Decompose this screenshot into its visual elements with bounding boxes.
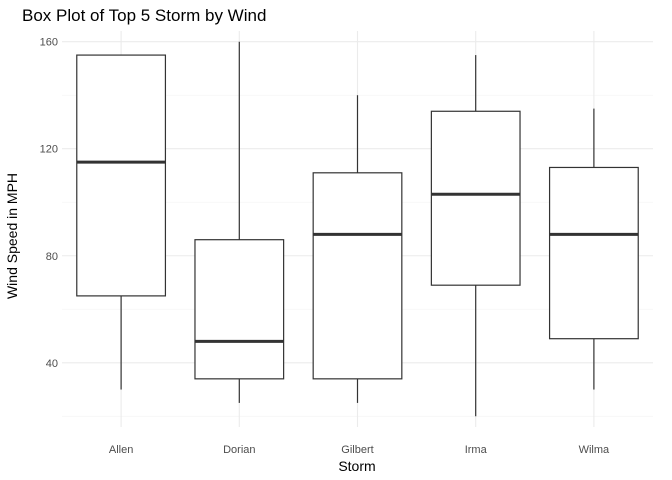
box-plot-series — [76, 41, 639, 417]
y-tick-label: 40 — [46, 358, 58, 370]
box-irma — [430, 55, 521, 417]
box-gilbert — [312, 95, 403, 403]
y-tick-label: 160 — [40, 37, 58, 49]
y-tick-label: 80 — [46, 251, 58, 263]
box-wilma — [548, 108, 639, 390]
x-tick-label: Allen — [109, 444, 133, 456]
box-body — [194, 239, 285, 380]
x-tick-label: Irma — [465, 444, 488, 456]
x-tick-label: Gilbert — [341, 444, 373, 456]
x-axis-tick-labels: Allen Dorian Gilbert Irma Wilma — [109, 444, 610, 456]
box-body — [76, 54, 167, 297]
box-allen — [76, 54, 167, 390]
box-body — [430, 110, 521, 286]
box-body — [548, 166, 639, 340]
y-axis-tick-labels: 40 80 120 160 — [40, 37, 58, 370]
box-body — [312, 172, 403, 380]
x-axis-title: Storm — [338, 458, 375, 474]
x-tick-label: Dorian — [223, 444, 255, 456]
chart-title: Box Plot of Top 5 Storm by Wind — [22, 6, 266, 25]
y-axis-title: Wind Speed in MPH — [4, 173, 20, 299]
box-dorian — [194, 41, 285, 403]
x-tick-label: Wilma — [579, 444, 610, 456]
y-tick-label: 120 — [40, 144, 58, 156]
